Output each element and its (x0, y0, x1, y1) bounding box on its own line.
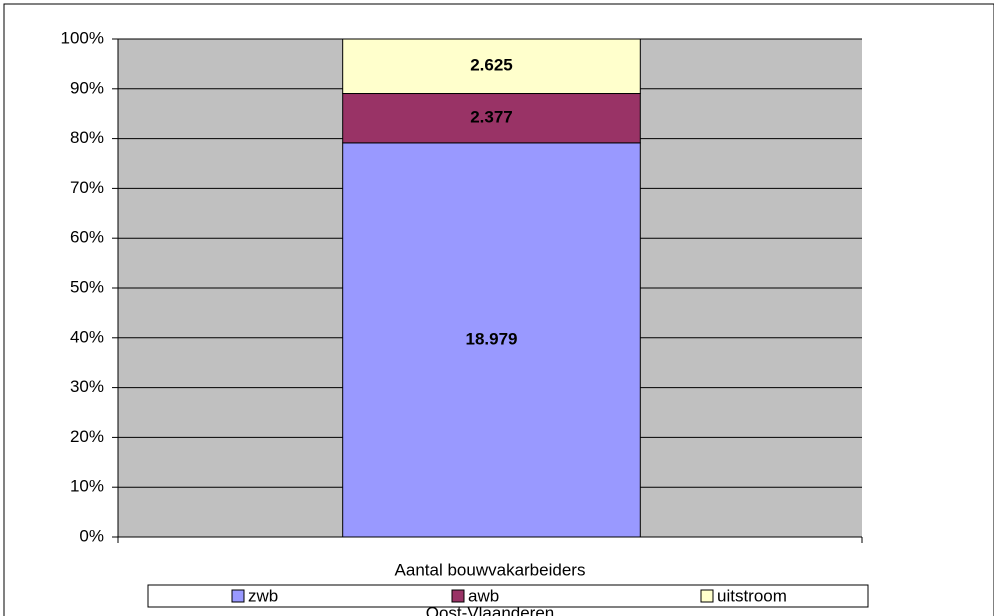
y-tick-label: 70% (70, 178, 104, 197)
legend-label: zwb (248, 586, 278, 605)
legend-label: uitstroom (717, 586, 787, 605)
legend-label: awb (468, 586, 499, 605)
y-tick-label: 50% (70, 277, 104, 296)
data-label: 2.625 (470, 56, 513, 75)
y-tick-label: 90% (70, 78, 104, 97)
x-tick-label: Aantal bouwvakarbeiders (395, 560, 586, 579)
legend-box (147, 584, 869, 608)
legend-swatch (700, 589, 714, 603)
y-tick-label: 10% (70, 477, 104, 496)
y-tick-label: 40% (70, 327, 104, 346)
legend-swatch (451, 589, 465, 603)
data-label: 18.979 (465, 329, 517, 348)
y-tick-label: 0% (79, 526, 104, 545)
bar-segment (342, 142, 641, 538)
legend-swatch (231, 589, 245, 603)
data-label: 2.377 (470, 108, 513, 127)
y-tick-label: 80% (70, 128, 104, 147)
y-tick-label: 30% (70, 377, 104, 396)
y-tick-label: 20% (70, 427, 104, 446)
y-tick-label: 60% (70, 228, 104, 247)
y-tick-label: 100% (61, 28, 104, 47)
bar-segment (342, 38, 641, 95)
